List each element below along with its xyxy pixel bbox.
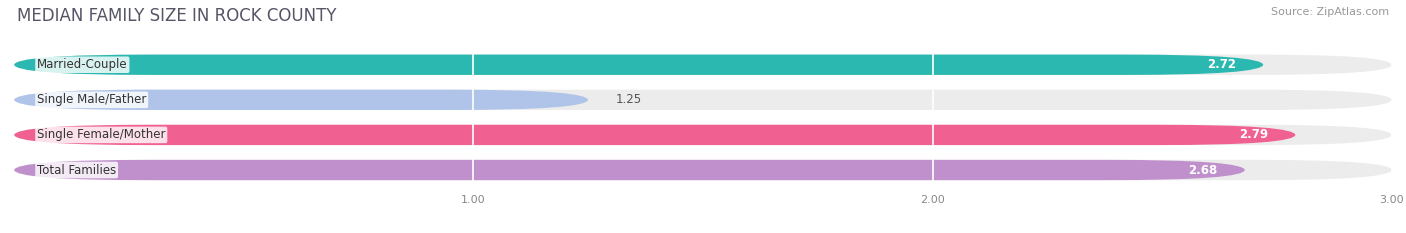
Text: Single Female/Mother: Single Female/Mother [37,128,166,141]
FancyBboxPatch shape [14,54,1392,76]
Text: 2.72: 2.72 [1206,58,1236,71]
FancyBboxPatch shape [14,55,1264,75]
Text: 2.68: 2.68 [1188,164,1218,177]
FancyBboxPatch shape [14,125,1392,145]
FancyBboxPatch shape [14,90,1392,110]
FancyBboxPatch shape [14,90,588,110]
Text: Single Male/Father: Single Male/Father [37,93,146,106]
FancyBboxPatch shape [14,160,1244,180]
Text: MEDIAN FAMILY SIZE IN ROCK COUNTY: MEDIAN FAMILY SIZE IN ROCK COUNTY [17,7,336,25]
Text: Total Families: Total Families [37,164,117,177]
FancyBboxPatch shape [14,159,1392,181]
FancyBboxPatch shape [14,160,1392,180]
Text: Married-Couple: Married-Couple [37,58,128,71]
FancyBboxPatch shape [14,125,1295,145]
Text: 2.79: 2.79 [1239,128,1268,141]
Text: Source: ZipAtlas.com: Source: ZipAtlas.com [1271,7,1389,17]
Text: 1.25: 1.25 [616,93,643,106]
FancyBboxPatch shape [14,124,1392,146]
FancyBboxPatch shape [14,55,1392,75]
FancyBboxPatch shape [14,89,1392,111]
